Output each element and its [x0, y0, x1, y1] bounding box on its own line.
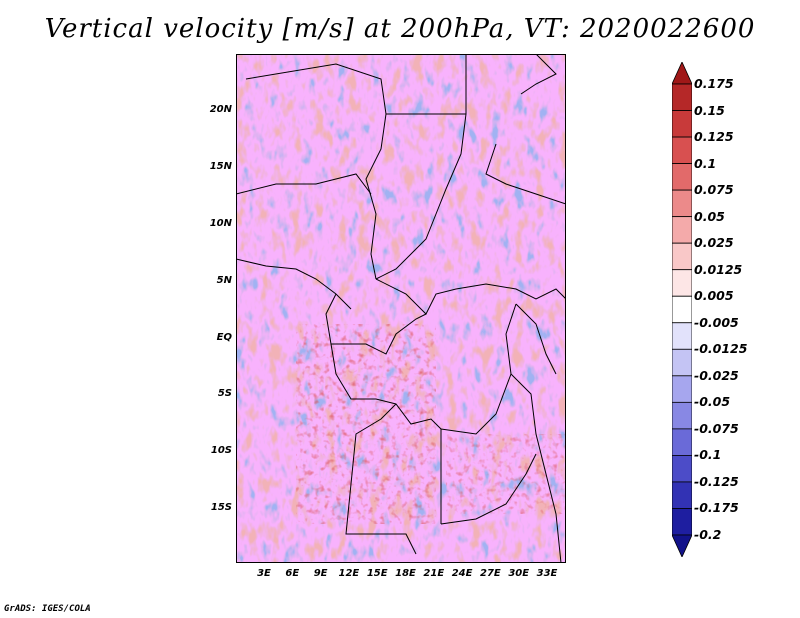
- lat-tick-label: 5N: [216, 275, 232, 286]
- colorbar-label: 0.125: [694, 129, 734, 145]
- lon-tick-label: 3E: [257, 568, 271, 579]
- lat-tick-label: 5S: [217, 388, 232, 399]
- colorbar-label: 0.05: [694, 208, 725, 224]
- colorbar-segment: [672, 508, 692, 536]
- colorbar-segment: [672, 401, 692, 430]
- lat-tick-label: EQ: [216, 332, 232, 343]
- colorbar-label: -0.05: [694, 394, 731, 410]
- colorbar-segment: [672, 322, 692, 350]
- colorbar-segment: [672, 163, 692, 191]
- map-title: Vertical velocity [m/s] at 200hPa, VT: 2…: [44, 14, 756, 44]
- colorbar-bottom-arrow: [672, 534, 692, 557]
- colorbar-segment: [672, 348, 692, 377]
- lat-tick-label: 15S: [210, 502, 232, 513]
- lon-tick-label: 30E: [508, 568, 530, 579]
- footer-credit: GrADS: IGES/COLA: [4, 604, 91, 614]
- colorbar-segment: [672, 242, 692, 271]
- colorbar-segment: [672, 481, 692, 509]
- colorbar-label: 0.175: [694, 76, 734, 91]
- lon-tick-label: 6E: [285, 568, 300, 579]
- colorbar-label: 0.025: [694, 235, 734, 251]
- lon-tick-label: 12E: [338, 568, 360, 579]
- lat-tick-label: 20N: [209, 104, 232, 115]
- colorbar-label: 0.075: [694, 182, 734, 198]
- lon-tick-label: 18E: [395, 568, 416, 579]
- velocity-map: [236, 54, 566, 563]
- colorbar-segment: [672, 83, 692, 111]
- lat-tick-label: 10N: [209, 218, 232, 229]
- colorbar-label: -0.1: [694, 447, 722, 463]
- colorbar: [672, 62, 692, 557]
- lat-tick-label: 10S: [210, 445, 232, 456]
- colorbar-label: 0.0125: [694, 261, 743, 277]
- colorbar-segment: [672, 428, 692, 456]
- colorbar-label: 0.15: [694, 102, 725, 118]
- colorbar-label: -0.125: [694, 473, 739, 489]
- colorbar-label: -0.0125: [694, 341, 748, 357]
- lat-tick-label: 15N: [209, 161, 232, 172]
- colorbar-label: -0.175: [694, 500, 739, 516]
- colorbar-segment: [672, 189, 692, 218]
- colorbar-label: -0.2: [694, 527, 722, 542]
- colorbar-label: -0.025: [694, 367, 739, 383]
- lon-tick-label: 24E: [451, 568, 473, 579]
- colorbar-label: -0.005: [694, 314, 739, 330]
- colorbar-segment: [672, 216, 692, 244]
- colorbar-top-arrow: [672, 62, 692, 85]
- colorbar-label: 0.005: [694, 288, 734, 304]
- colorbar-segment: [672, 269, 692, 297]
- colorbar-segment: [672, 375, 692, 403]
- colorbar-segment: [672, 295, 692, 324]
- lon-tick-label: 27E: [480, 568, 501, 579]
- lon-tick-label: 21E: [423, 568, 445, 579]
- colorbar-label: 0.1: [694, 155, 717, 171]
- colorbar-segment: [672, 136, 692, 164]
- colorbar-segment: [672, 455, 692, 483]
- colorbar-label: -0.075: [694, 420, 739, 436]
- colorbar-segment: [672, 110, 692, 138]
- lon-tick-label: 33E: [536, 568, 558, 579]
- lon-tick-label: 15E: [366, 568, 388, 579]
- lon-tick-label: 9E: [313, 568, 328, 579]
